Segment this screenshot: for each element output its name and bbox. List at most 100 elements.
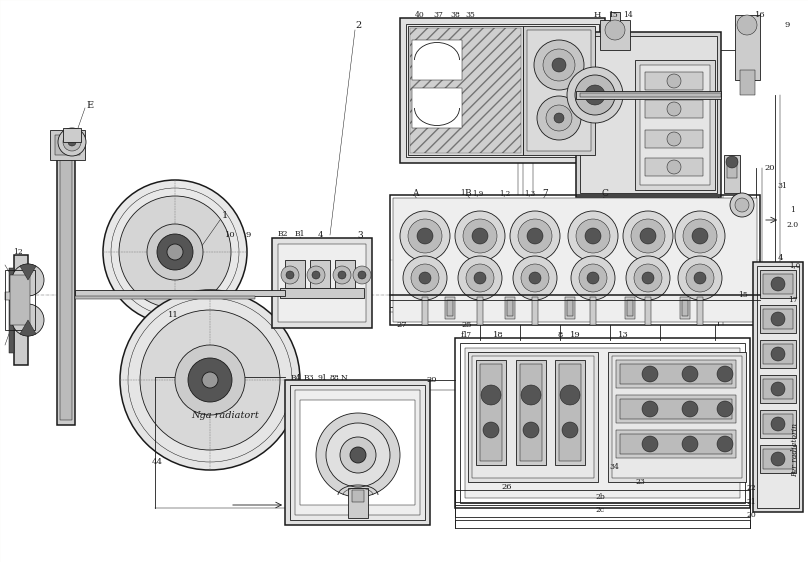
Text: 26: 26 bbox=[502, 483, 512, 491]
Bar bbox=[468, 352, 598, 482]
Text: 1,0: 1,0 bbox=[789, 261, 801, 269]
Bar bbox=[616, 430, 736, 458]
Circle shape bbox=[640, 228, 656, 244]
Bar bbox=[763, 414, 793, 434]
Circle shape bbox=[312, 271, 320, 279]
Bar bbox=[57, 135, 75, 425]
Circle shape bbox=[286, 271, 294, 279]
Text: 20: 20 bbox=[747, 511, 756, 519]
Circle shape bbox=[575, 75, 615, 115]
Circle shape bbox=[537, 96, 581, 140]
Bar bbox=[5, 292, 19, 300]
Circle shape bbox=[587, 272, 599, 284]
Text: 11: 11 bbox=[167, 311, 179, 319]
Circle shape bbox=[466, 264, 494, 292]
Text: H: H bbox=[593, 11, 600, 19]
Circle shape bbox=[534, 40, 584, 90]
Text: 13: 13 bbox=[617, 331, 629, 339]
Text: Per radiatorin: Per radiatorin bbox=[791, 423, 799, 477]
Bar bbox=[505, 297, 515, 319]
Circle shape bbox=[307, 266, 325, 284]
Circle shape bbox=[529, 272, 541, 284]
Circle shape bbox=[316, 413, 400, 497]
Circle shape bbox=[717, 366, 733, 382]
Bar bbox=[295, 390, 420, 515]
Bar bbox=[460, 343, 745, 503]
Circle shape bbox=[571, 256, 615, 300]
Text: 3: 3 bbox=[357, 230, 363, 239]
Text: 12: 12 bbox=[13, 248, 23, 256]
Circle shape bbox=[562, 422, 578, 438]
Bar bbox=[763, 379, 793, 399]
Bar bbox=[477, 297, 483, 325]
Text: Nga radiatort: Nga radiatort bbox=[191, 410, 259, 419]
Circle shape bbox=[120, 290, 300, 470]
Bar bbox=[620, 434, 732, 454]
Circle shape bbox=[576, 219, 610, 253]
Circle shape bbox=[419, 272, 431, 284]
Circle shape bbox=[667, 74, 681, 88]
Bar bbox=[608, 352, 746, 482]
Text: 2c: 2c bbox=[595, 506, 604, 514]
Text: 1: 1 bbox=[460, 189, 465, 197]
Circle shape bbox=[338, 271, 346, 279]
Text: 4: 4 bbox=[777, 254, 783, 262]
Circle shape bbox=[682, 401, 698, 417]
Circle shape bbox=[546, 105, 572, 131]
Text: 8: 8 bbox=[558, 331, 563, 339]
Bar bbox=[455, 490, 750, 502]
Bar bbox=[472, 356, 594, 478]
Circle shape bbox=[683, 219, 717, 253]
Bar bbox=[50, 130, 85, 160]
Text: 22: 22 bbox=[747, 484, 756, 492]
Circle shape bbox=[686, 264, 714, 292]
Bar bbox=[640, 65, 710, 185]
Circle shape bbox=[157, 234, 193, 270]
Circle shape bbox=[63, 133, 81, 151]
Circle shape bbox=[340, 437, 376, 473]
Bar bbox=[682, 300, 688, 316]
Bar bbox=[14, 255, 28, 365]
Circle shape bbox=[623, 211, 673, 261]
Text: 34: 34 bbox=[609, 463, 619, 471]
Text: 25: 25 bbox=[461, 321, 473, 329]
Bar bbox=[412, 88, 462, 128]
Circle shape bbox=[567, 67, 623, 123]
Text: 31: 31 bbox=[777, 182, 787, 190]
Bar bbox=[600, 20, 630, 50]
Circle shape bbox=[202, 372, 218, 388]
Text: 10: 10 bbox=[225, 231, 235, 239]
Circle shape bbox=[521, 264, 549, 292]
Circle shape bbox=[667, 132, 681, 146]
Text: 1,2: 1,2 bbox=[499, 189, 511, 197]
Circle shape bbox=[463, 219, 497, 253]
Circle shape bbox=[771, 312, 785, 326]
Circle shape bbox=[568, 211, 618, 261]
Bar bbox=[60, 140, 72, 420]
Bar bbox=[445, 297, 455, 319]
Circle shape bbox=[634, 264, 662, 292]
Text: 91: 91 bbox=[317, 374, 326, 382]
Text: 9: 9 bbox=[785, 21, 789, 29]
Circle shape bbox=[560, 385, 580, 405]
Circle shape bbox=[103, 180, 247, 324]
Text: 1,9: 1,9 bbox=[473, 189, 484, 197]
Text: 21: 21 bbox=[747, 498, 756, 506]
Circle shape bbox=[667, 160, 681, 174]
Text: 2.0: 2.0 bbox=[787, 221, 799, 229]
Circle shape bbox=[403, 256, 447, 300]
Bar bbox=[645, 297, 651, 325]
Circle shape bbox=[692, 228, 708, 244]
Wedge shape bbox=[20, 320, 36, 336]
Bar bbox=[422, 297, 428, 325]
Text: 1: 1 bbox=[222, 211, 228, 220]
Circle shape bbox=[642, 272, 654, 284]
Bar bbox=[635, 60, 715, 190]
Circle shape bbox=[333, 266, 351, 284]
Circle shape bbox=[717, 401, 733, 417]
Bar bbox=[555, 360, 585, 465]
Text: 17: 17 bbox=[788, 296, 797, 304]
Bar bbox=[5, 270, 35, 330]
Bar bbox=[763, 274, 793, 294]
Circle shape bbox=[350, 447, 366, 463]
